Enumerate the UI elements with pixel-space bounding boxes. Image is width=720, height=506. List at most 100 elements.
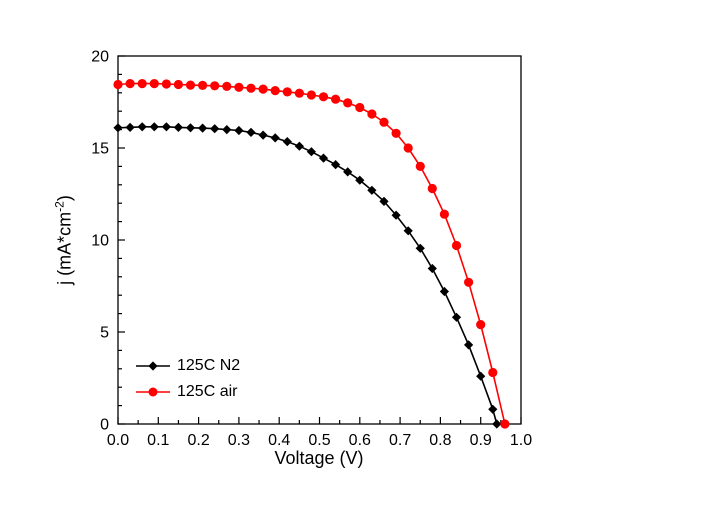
marker-circle — [246, 83, 256, 93]
axis-ticks — [117, 55, 522, 425]
marker-diamond — [464, 340, 474, 350]
marker-diamond — [113, 123, 123, 133]
svg-text:0.4: 0.4 — [268, 432, 290, 449]
legend: 125C N2 125C air — [134, 356, 240, 402]
marker-diamond — [210, 124, 220, 134]
svg-text:0.7: 0.7 — [389, 432, 411, 449]
marker-circle — [355, 102, 365, 113]
marker-diamond — [488, 404, 498, 414]
marker-circle — [415, 161, 425, 171]
marker-diamond — [137, 122, 147, 132]
marker-diamond — [439, 286, 449, 297]
series-125c-air — [113, 79, 510, 429]
marker-circle — [464, 277, 474, 287]
marker-circle — [391, 128, 401, 138]
marker-circle — [234, 82, 244, 92]
svg-text:1.0: 1.0 — [510, 432, 532, 449]
marker-circle — [500, 419, 510, 429]
marker-circle — [137, 79, 147, 89]
marker-circle — [403, 143, 413, 153]
marker-circle — [125, 79, 135, 89]
marker-circle — [306, 90, 316, 100]
marker-circle — [270, 86, 280, 96]
marker-circle — [343, 98, 353, 108]
svg-text:0.3: 0.3 — [228, 432, 250, 449]
marker-circle — [488, 367, 498, 378]
marker-diamond — [391, 210, 401, 220]
legend-entry-air: 125C air — [134, 382, 240, 402]
legend-entry-n2: 125C N2 — [134, 356, 240, 376]
marker-diamond — [367, 185, 377, 195]
marker-circle — [149, 79, 159, 89]
svg-text:15: 15 — [91, 141, 109, 158]
marker-circle — [476, 320, 486, 330]
marker-diamond — [222, 125, 232, 135]
marker-diamond — [343, 167, 353, 177]
legend-label-n2: 125C N2 — [177, 357, 241, 374]
marker-diamond — [476, 371, 486, 381]
marker-diamond — [318, 153, 329, 163]
marker-diamond — [185, 123, 196, 133]
svg-text:5: 5 — [100, 325, 109, 342]
marker-diamond — [149, 122, 159, 132]
legend-marker-n2-icon — [136, 361, 170, 371]
marker-circle — [113, 79, 123, 90]
y-axis-title: j (mA*cm-2) — [53, 195, 76, 285]
marker-circle — [379, 117, 389, 127]
x-axis-title: Voltage (V) — [274, 448, 364, 468]
marker-circle — [331, 94, 341, 104]
marker-diamond — [355, 175, 365, 185]
marker-circle — [439, 209, 449, 219]
marker-circle — [318, 92, 329, 102]
svg-text:0.1: 0.1 — [147, 432, 169, 449]
marker-circle — [367, 109, 377, 119]
marker-circle — [222, 81, 232, 91]
marker-diamond — [451, 312, 462, 322]
marker-circle — [185, 80, 196, 90]
svg-text:0.0: 0.0 — [107, 432, 129, 449]
marker-diamond — [306, 147, 316, 157]
y-axis-title-superscript: -2 — [52, 201, 67, 212]
marker-circle — [282, 87, 292, 97]
y-axis-title-close: ) — [54, 195, 75, 202]
marker-diamond — [161, 122, 171, 132]
svg-text:0.5: 0.5 — [308, 432, 330, 449]
marker-diamond — [173, 122, 183, 132]
marker-diamond — [270, 133, 280, 143]
svg-text:0.2: 0.2 — [187, 432, 209, 449]
marker-circle — [451, 240, 462, 251]
svg-text:0.8: 0.8 — [429, 432, 451, 449]
marker-diamond — [258, 130, 268, 140]
axis-tick-labels: 0.0 0.1 0.2 0.3 0.4 0.5 0.6 0.7 0.8 0.9 1.0 0 5 10 15 2… — [91, 49, 532, 450]
y-axis-title-text: j (mA*cm — [54, 211, 75, 285]
svg-text:0.6: 0.6 — [349, 432, 371, 449]
marker-diamond — [492, 419, 502, 429]
marker-diamond — [234, 125, 244, 136]
svg-text:20: 20 — [91, 49, 109, 66]
marker-diamond — [282, 137, 292, 147]
svg-text:0: 0 — [100, 417, 109, 434]
legend-label-air: 125C air — [177, 383, 238, 400]
marker-diamond — [125, 122, 135, 132]
marker-diamond — [294, 141, 304, 151]
legend-marker-air-icon — [136, 387, 170, 397]
marker-diamond — [198, 123, 208, 133]
marker-circle — [198, 80, 208, 90]
marker-circle — [173, 79, 183, 90]
svg-text:10: 10 — [91, 233, 109, 250]
series-125c-n2 — [113, 122, 502, 429]
marker-circle — [427, 183, 437, 194]
marker-diamond — [379, 196, 389, 206]
marker-diamond — [427, 263, 437, 274]
svg-text:0.9: 0.9 — [470, 432, 492, 449]
marker-circle — [294, 88, 304, 98]
marker-circle — [210, 81, 220, 91]
marker-circle — [258, 84, 268, 94]
marker-circle — [161, 79, 171, 89]
marker-diamond — [403, 226, 413, 236]
marker-diamond — [246, 127, 256, 137]
marker-diamond — [415, 243, 425, 253]
marker-diamond — [331, 160, 341, 170]
